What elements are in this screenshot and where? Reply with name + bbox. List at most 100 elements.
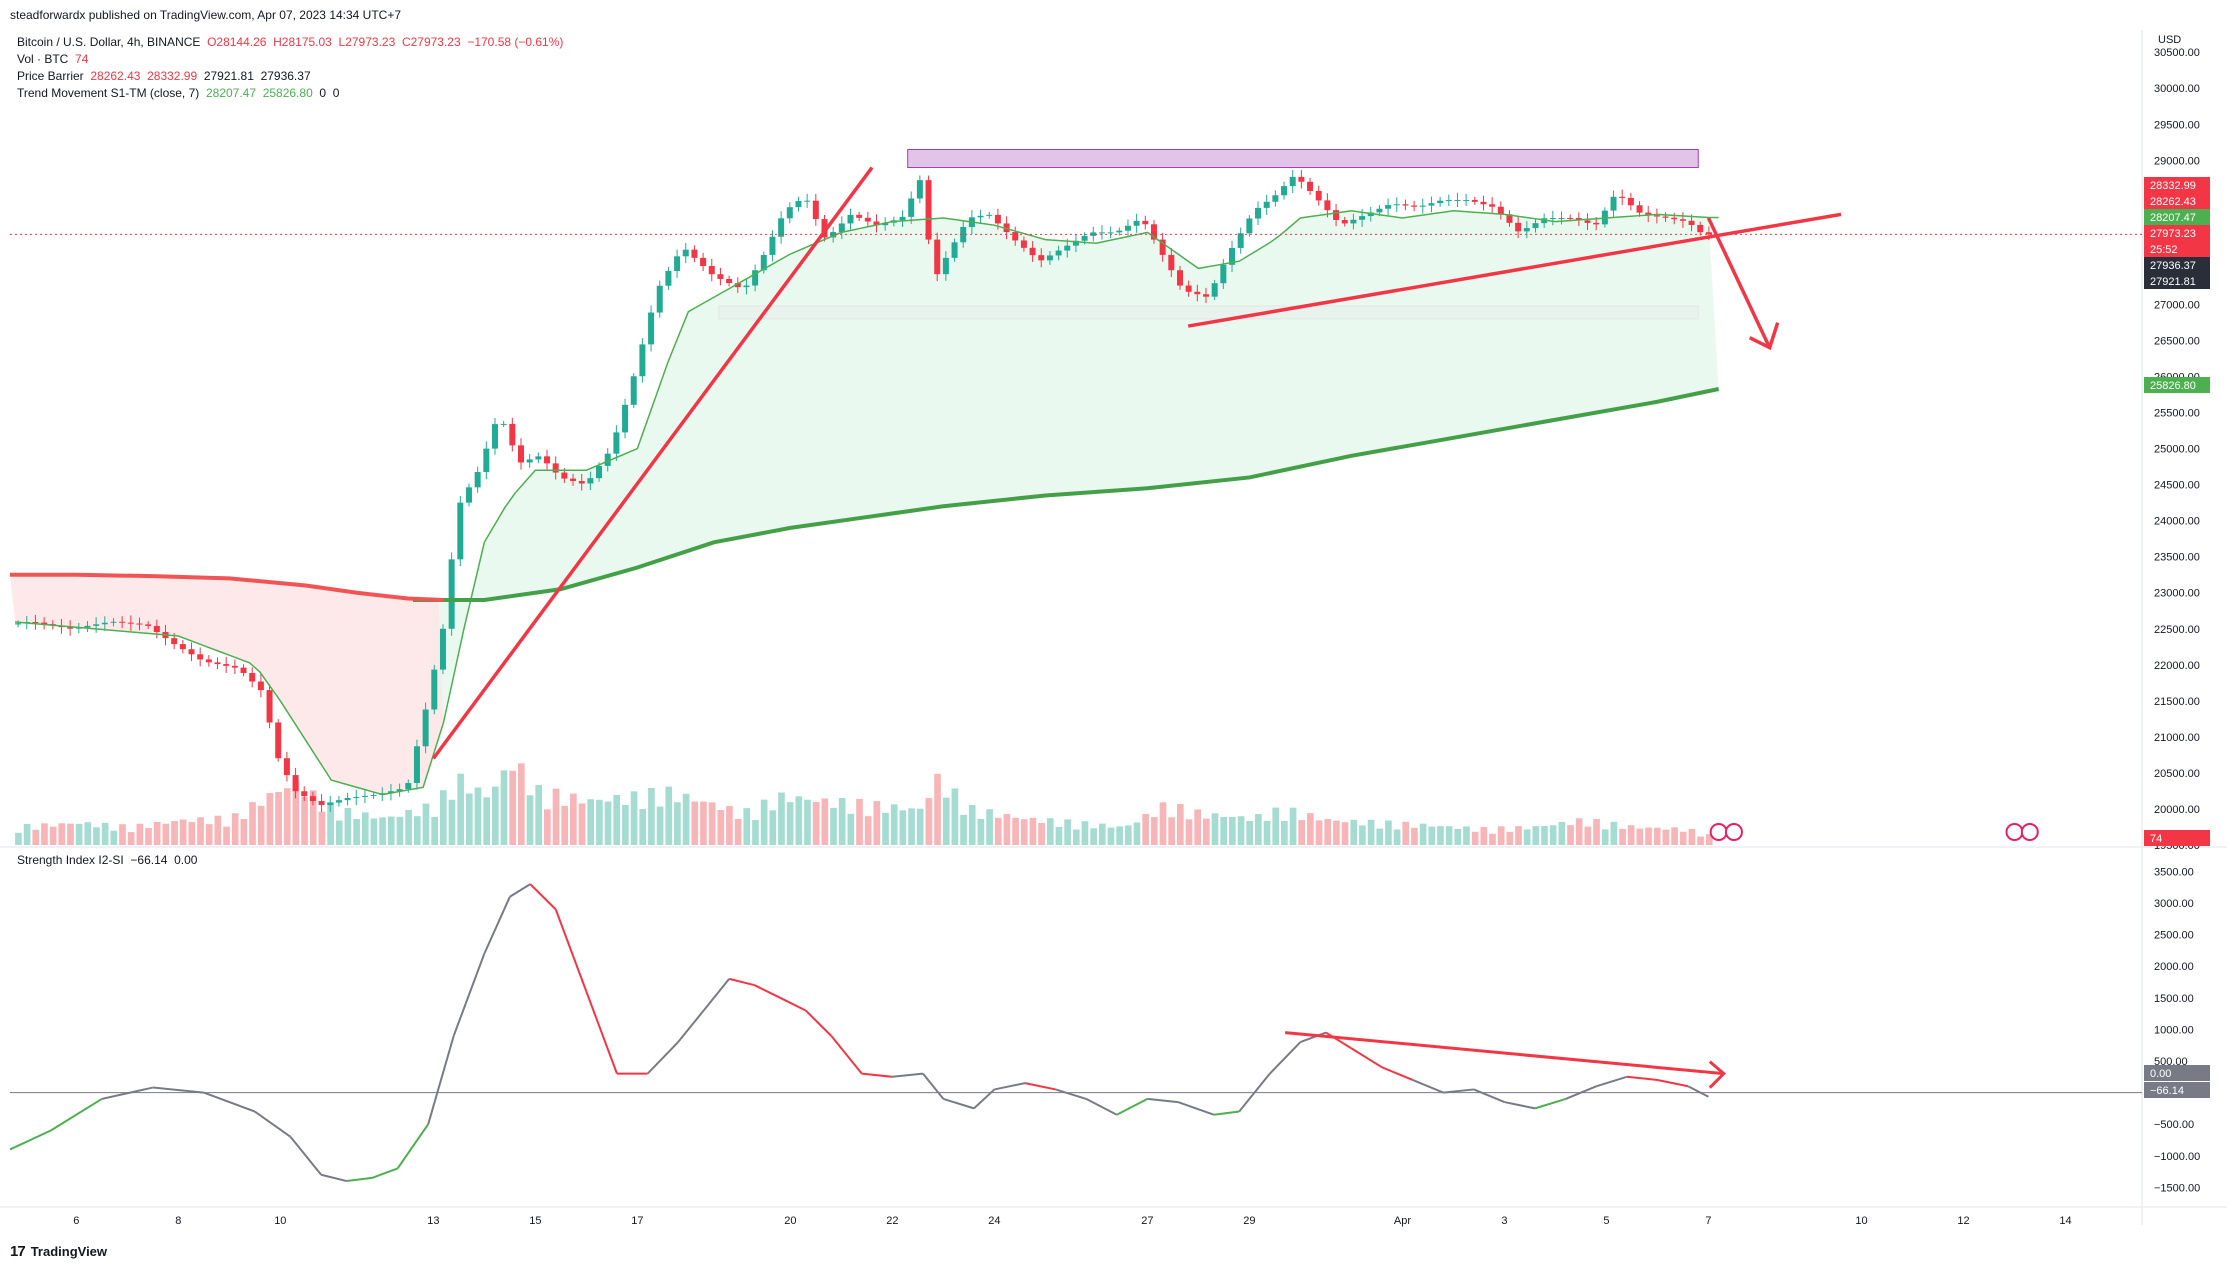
volume-bar [214,815,222,845]
price-tag [2144,241,2210,257]
osc-arrow-shaft [1284,1031,1724,1076]
volume-bar [1662,829,1670,845]
volume-bar [960,814,967,845]
candle-body [205,659,212,663]
candle-body [743,285,750,288]
price-tag [2144,177,2210,193]
candle-body [1272,195,1279,202]
volume-bar [240,819,248,845]
candle-body [1567,217,1574,219]
price-tag [2144,377,2210,393]
osc-line-segment [509,883,531,898]
candle-body [1246,218,1253,234]
candle-body [812,200,819,220]
volume-bar [994,817,1002,845]
osc-line-segment [1412,1079,1444,1094]
trend-movement-legend[interactable]: Trend Movement S1-TM (close, 7) 28207.47… [17,85,339,101]
candle-body [1098,232,1105,234]
candle-body [838,223,845,233]
volume-bar [1567,825,1574,845]
price-tick-label: 25500.00 [2154,408,2200,420]
candle-body [630,376,637,405]
candle-body [240,667,247,673]
candle-body [717,274,724,279]
event-flag-icon [1724,823,1743,841]
event-flag-icon [1709,823,1728,841]
candle-body [1480,201,1487,205]
candle-body [526,459,533,463]
volume-bar [67,823,74,845]
candle-body [1688,220,1695,225]
candle-body [1081,235,1088,241]
annotation-trendline [431,166,874,760]
trend-movement-v1: 28207.47 [205,86,257,100]
volume-bar [1645,827,1652,845]
candle-body [769,236,776,255]
volume-bar [1671,827,1678,845]
price-tag [2144,225,2210,241]
volume-bar [1142,813,1149,845]
volume-value: 74 [75,52,89,66]
volume-bar [561,805,569,845]
volume-legend[interactable]: Vol · BTC 74 [17,51,88,67]
volume-bar [58,823,66,845]
candle-body [1402,204,1409,206]
volume-bar [327,802,334,845]
volume-bar [1116,826,1123,845]
volume-bar [977,818,985,845]
osc-line-segment [396,1123,430,1169]
candle-body [1307,181,1314,191]
volume-bar [1558,822,1566,845]
candle-body [292,775,299,792]
volume-bar [630,791,638,845]
osc-line-segment [728,977,755,987]
osc-arrow-head [1708,1060,1726,1089]
volume-bar [249,802,256,845]
volume-bar [1289,807,1297,845]
candle-body [1393,204,1400,206]
candle-body [1454,199,1461,201]
candle-body [1428,203,1435,206]
strength-label: Strength Index I2-SI [17,853,124,867]
published-text: steadforwardx published on TradingView.c… [10,8,402,22]
price-tag-label: 74 [2150,833,2162,845]
strength-legend[interactable]: Strength Index I2-SI −66.14 0.00 [17,852,197,868]
volume-bar [934,773,941,845]
volume-bar [734,818,742,845]
candle-body [179,644,186,650]
volume-bar [743,808,751,845]
candle-body [405,783,412,790]
volume-bar [1541,826,1548,845]
footer-brand[interactable]: 17 TradingView [10,1243,107,1260]
candle-body [1255,207,1262,219]
tradingview-logo-icon: 17 [10,1243,26,1260]
osc-value-tag-label: 0.00 [2150,1068,2171,1080]
time-tick-label: 12 [1957,1215,1969,1227]
candle-body [726,278,733,284]
trend-movement-label: Trend Movement S1-TM (close, 7) [17,86,200,100]
ohlc-open: O28144.26 [207,35,267,49]
candle-body [1263,201,1270,208]
volume-bar [916,808,924,845]
osc-line-segment [892,1072,924,1078]
candle-body [700,257,707,267]
trend-slow-line [412,387,1720,602]
volume-bar [171,821,178,845]
price-barrier-legend[interactable]: Price Barrier 28262.43 28332.99 27921.81… [17,68,311,84]
candle-body [370,794,377,796]
price-tag [2144,209,2210,225]
candle-body [318,801,325,806]
currency-text: USD [2158,34,2182,46]
volume-bar [1593,818,1600,845]
volume-bar [431,816,438,845]
symbol-line[interactable]: Bitcoin / U.S. Dollar, 4h, BINANCE O2814… [17,34,563,50]
osc-line-segment [101,1086,154,1100]
time-tick-label: 8 [175,1215,181,1227]
volume-bar [1610,821,1618,845]
volume-bar [769,810,777,845]
candle-body [665,271,672,286]
price-tick-label: 20000.00 [2154,804,2200,816]
trend-movement-v2: 25826.80 [262,86,313,100]
candle-body [821,219,828,238]
